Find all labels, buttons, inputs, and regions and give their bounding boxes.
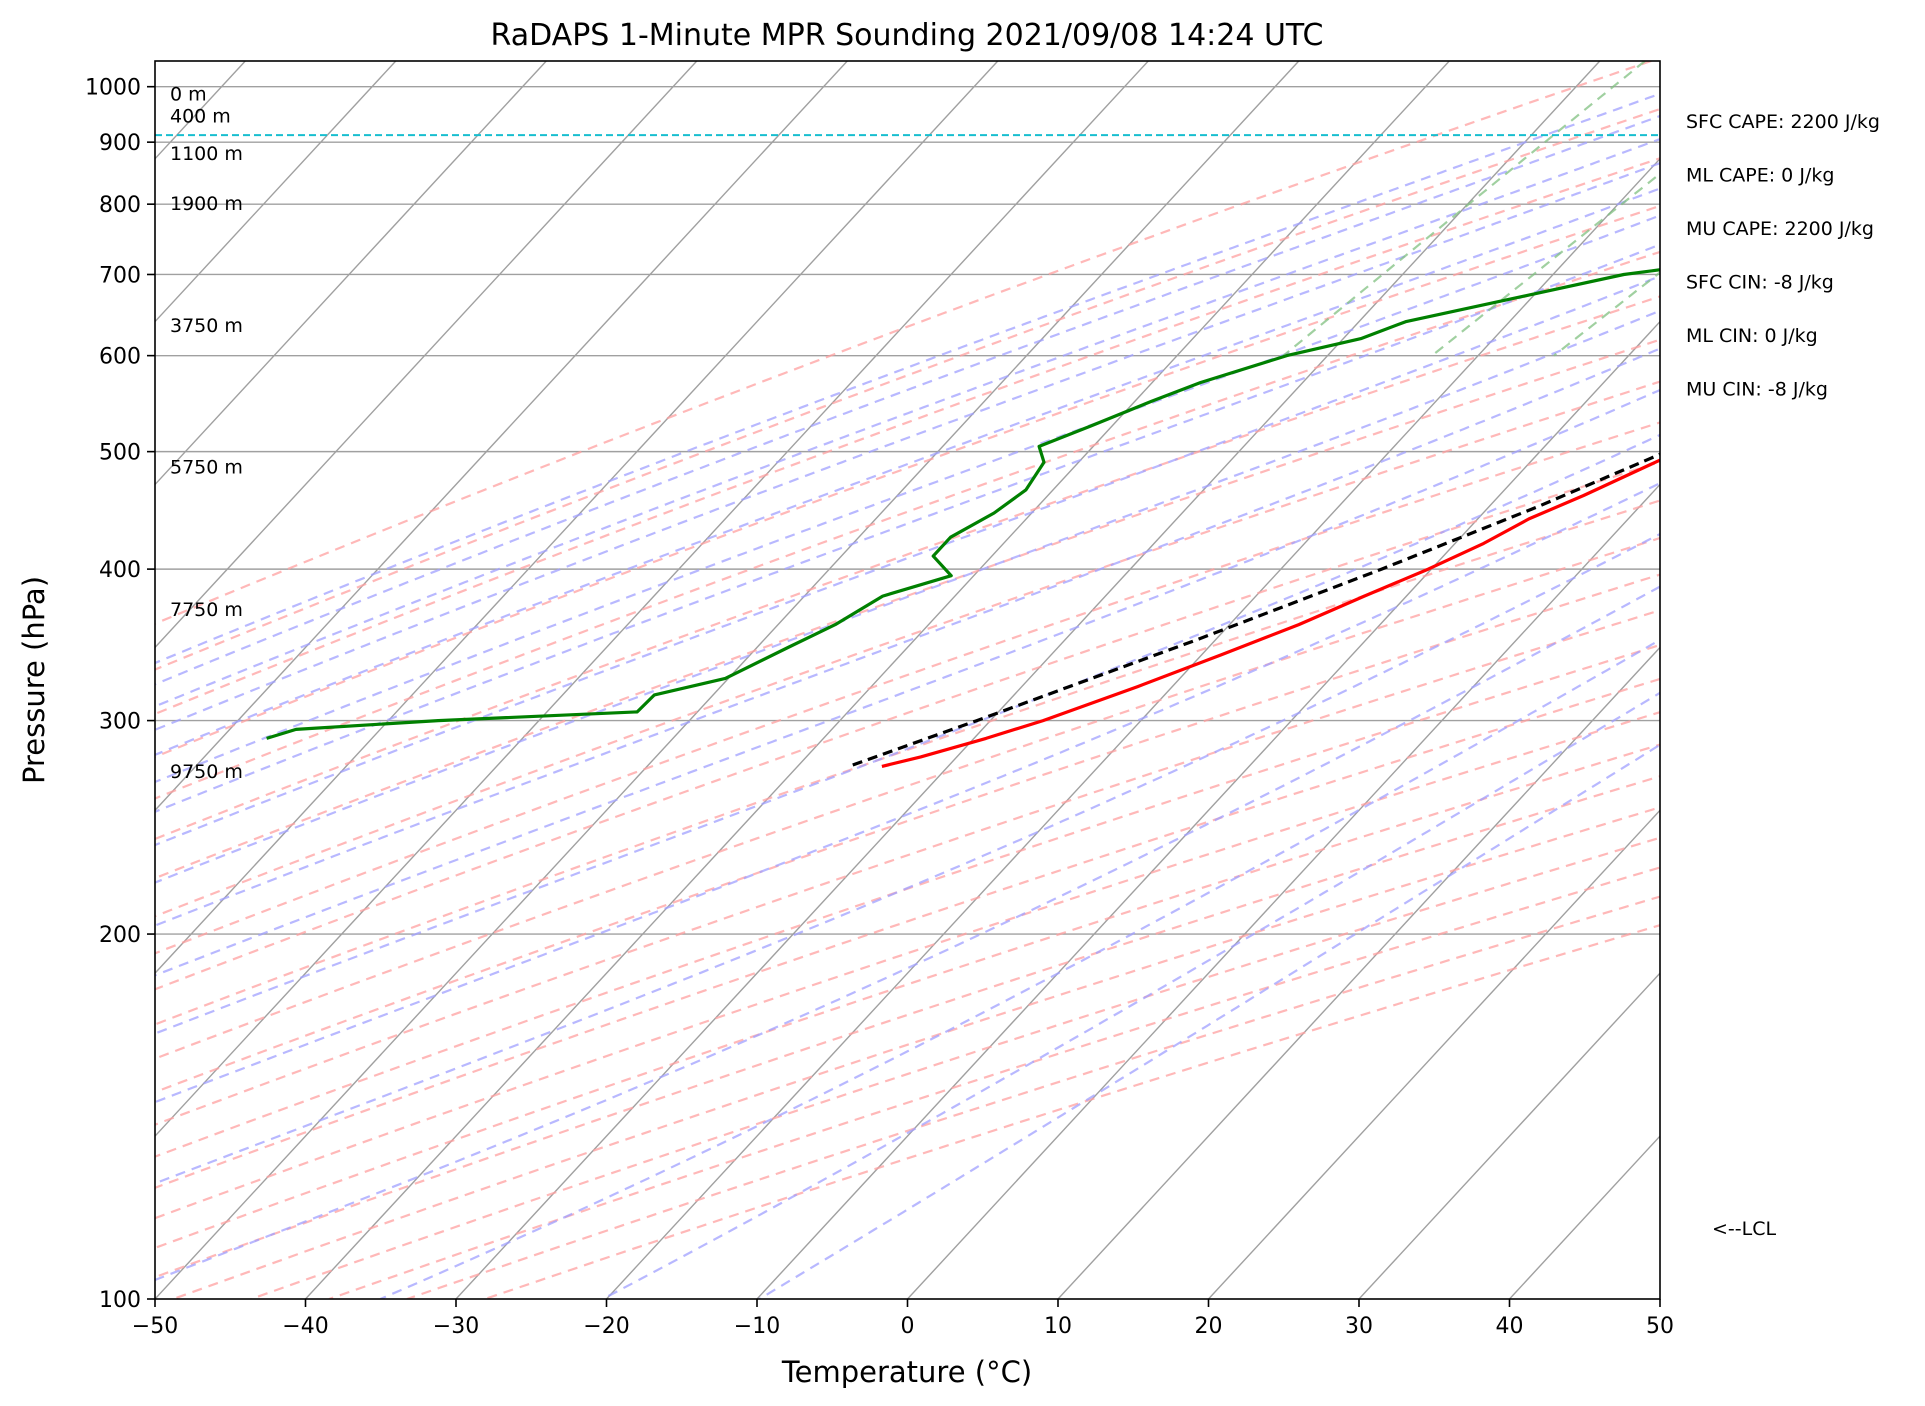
background-lines: [155, 61, 1660, 1299]
temperature-line: [881, 458, 1660, 768]
isotherm-line: [155, 61, 848, 812]
y-axis-label: Pressure (hPa): [17, 576, 51, 784]
height-label: 5750 m: [170, 457, 243, 479]
moist-adiabat: [155, 243, 1660, 813]
isotherm-line: [605, 157, 1660, 1299]
mixing-ratio-line: [1553, 271, 1660, 357]
moist-adiabat: [155, 309, 1660, 884]
moist-adiabat: [155, 275, 1660, 847]
dewpoint-line: [266, 268, 1660, 740]
dry-adiabat: [155, 204, 1660, 759]
lcl-label: <--LCL: [1712, 1218, 1776, 1240]
x-tick-label: −50: [132, 1314, 178, 1339]
parcel-line: [848, 452, 1660, 768]
moist-adiabat: [155, 92, 1660, 665]
y-tick-label: 200: [99, 923, 141, 948]
y-tick-label: 800: [99, 193, 141, 218]
x-tick-label: 40: [1496, 1314, 1524, 1339]
x-tick-label: −10: [734, 1314, 780, 1339]
height-label: 0 m: [170, 84, 207, 106]
parameter-label: ML CAPE: 0 J/kg: [1686, 165, 1834, 187]
moist-adiabat: [602, 691, 1660, 1299]
x-tick-label: 30: [1345, 1314, 1373, 1339]
height-label: 7750 m: [170, 599, 243, 621]
parameter-label: SFC CAPE: 2200 J/kg: [1686, 111, 1880, 133]
moist-adiabat: [155, 137, 1660, 708]
y-tick-label: 400: [99, 558, 141, 583]
data-series: [155, 134, 1660, 768]
dry-adiabat: [155, 107, 1660, 671]
chart-title: RaDAPS 1-Minute MPR Sounding 2021/09/08 …: [491, 18, 1324, 53]
x-tick-label: 0: [901, 1314, 915, 1339]
dry-adiabat: [155, 61, 1652, 625]
isotherm-line: [155, 61, 397, 323]
dry-adiabat: [155, 573, 1660, 1094]
y-tick-label: 700: [99, 263, 141, 288]
x-axis: −50 −40 −30 −20 −10 0 10 20 30 40 50: [132, 1299, 1674, 1339]
parameter-label: ML CIN: 0 J/kg: [1686, 325, 1818, 347]
isotherm-line: [304, 61, 1450, 1299]
x-tick-label: 50: [1646, 1314, 1674, 1339]
moist-adiabat: [155, 347, 1660, 927]
x-tick-label: −20: [583, 1314, 629, 1339]
parameter-label: MU CAPE: 2200 J/kg: [1686, 218, 1874, 240]
x-tick-label: −30: [433, 1314, 479, 1339]
height-label: 400 m: [170, 105, 231, 127]
dry-adiabat: [155, 775, 1660, 1279]
moist-adiabat: [155, 114, 1660, 686]
dry-adiabat: [155, 536, 1660, 1060]
moist-adiabat: [155, 532, 1660, 1185]
x-tick-label: −40: [282, 1314, 328, 1339]
moist-adiabat: [155, 187, 1660, 757]
x-tick-label: 10: [1044, 1314, 1072, 1339]
isotherm-line: [756, 320, 1660, 1299]
isotherm-line: [155, 61, 1300, 1299]
y-tick-label: 900: [99, 131, 141, 156]
x-axis-label: Temperature (°C): [781, 1355, 1032, 1389]
mixing-ratio-line: [1431, 172, 1660, 357]
y-tick-label: 500: [99, 441, 141, 466]
parameter-label: SFC CIN: -8 J/kg: [1686, 272, 1834, 294]
dry-adiabat: [155, 250, 1660, 800]
x-tick-label: 20: [1195, 1314, 1223, 1339]
height-label: 1900 m: [170, 193, 243, 215]
height-label: 3750 m: [170, 315, 243, 337]
dry-adiabat: [155, 295, 1660, 841]
isotherm-line: [455, 61, 1601, 1299]
isotherm-line: [1207, 809, 1660, 1299]
isotherm-line: [906, 483, 1660, 1299]
dry-adiabat: [155, 711, 1660, 1220]
isotherm-line: [155, 61, 698, 649]
parameter-label: MU CIN: -8 J/kg: [1686, 379, 1828, 401]
y-tick-label: 600: [99, 345, 141, 370]
y-tick-label: 1000: [85, 76, 141, 101]
height-label: 9750 m: [170, 761, 243, 783]
isotherm-line: [155, 61, 999, 975]
dry-adiabat: [155, 338, 1660, 880]
dry-adiabat: [155, 460, 1660, 991]
isotherm-line: [155, 61, 1149, 1138]
isotherm-line: [1358, 972, 1660, 1299]
isotherm-line: [1057, 646, 1660, 1299]
parameter-list: SFC CAPE: 2200 J/kg ML CAPE: 0 J/kg MU CAP…: [1686, 111, 1880, 401]
y-axis: 100 200 300 400 500 600 700 800 900 1000: [85, 76, 155, 1313]
y-tick-label: 100: [99, 1288, 141, 1313]
y-tick-label: 300: [99, 710, 141, 735]
dry-adiabat: [155, 499, 1660, 1026]
height-label: 1100 m: [170, 143, 243, 165]
isotherm-line: [155, 61, 547, 486]
